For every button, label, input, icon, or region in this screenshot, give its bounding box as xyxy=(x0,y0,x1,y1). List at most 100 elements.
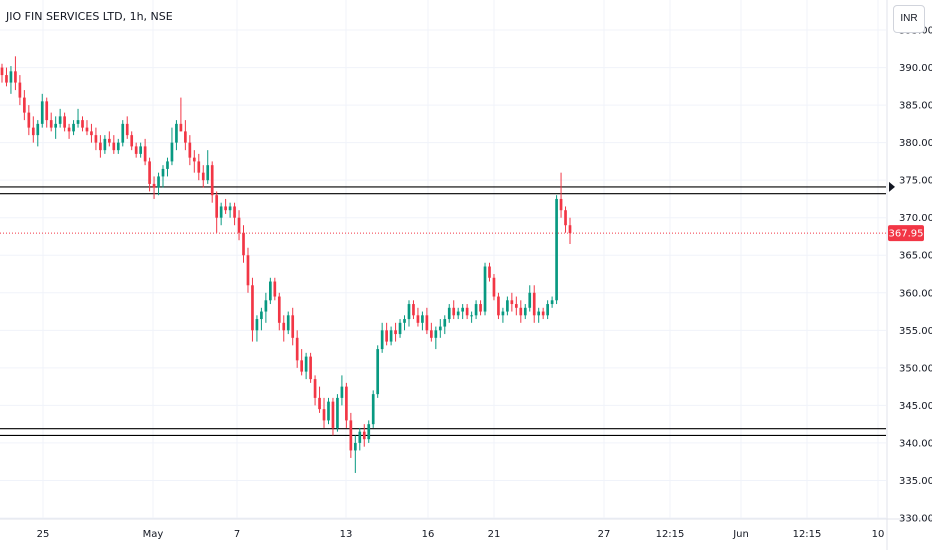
candle-body xyxy=(282,322,286,331)
last-price-text: 367.95 xyxy=(889,229,924,240)
candle xyxy=(559,172,563,218)
candle xyxy=(425,307,429,335)
candle xyxy=(300,349,303,376)
candle xyxy=(273,277,277,301)
candle-body xyxy=(367,424,371,440)
candle-body xyxy=(394,330,397,335)
candle xyxy=(179,97,183,132)
candle-body xyxy=(340,386,344,398)
candle xyxy=(5,67,8,87)
candle xyxy=(403,315,406,331)
candle xyxy=(519,300,523,323)
candle-body xyxy=(112,142,116,151)
candle xyxy=(264,292,268,323)
price-axis[interactable]: 395.00390.00385.00380.00375.00370.00365.… xyxy=(899,26,932,525)
candle-body xyxy=(452,307,456,316)
candle-body xyxy=(206,165,210,181)
candle-body xyxy=(514,304,518,308)
candle xyxy=(0,63,4,83)
time-axis[interactable]: 25 May 7 13 16 21 27 12:15 Jun 12:15 10 xyxy=(37,529,885,540)
candle-body xyxy=(36,123,40,136)
candle-body xyxy=(362,431,366,440)
candle xyxy=(130,131,134,151)
price-tick-label: 390.00 xyxy=(899,63,932,74)
candles xyxy=(0,56,572,473)
candle-body xyxy=(184,131,187,143)
candle xyxy=(166,157,169,177)
candle xyxy=(550,296,554,308)
candle xyxy=(215,191,219,233)
time-tick-label: 12:15 xyxy=(793,529,822,540)
time-tick-label: May xyxy=(143,529,164,540)
candle-body xyxy=(465,307,469,316)
candle xyxy=(452,300,456,320)
candle xyxy=(107,131,111,147)
price-tick-label: 370.00 xyxy=(899,213,932,224)
candle-body xyxy=(412,304,415,316)
candle-body xyxy=(201,172,205,181)
candle xyxy=(237,210,241,241)
candle-body xyxy=(555,198,558,301)
candle-body xyxy=(421,315,424,323)
candle-body xyxy=(532,292,536,316)
candle xyxy=(81,116,84,132)
candle xyxy=(345,382,348,428)
candle xyxy=(121,120,125,147)
candle-body xyxy=(233,206,236,218)
candle-body xyxy=(23,97,26,113)
candle-body xyxy=(385,330,388,342)
candle-body xyxy=(488,266,491,278)
candle-body xyxy=(327,401,330,421)
price-tick-label: 355.00 xyxy=(899,326,932,337)
candle-body xyxy=(425,315,429,331)
candle-body xyxy=(470,315,473,317)
candle xyxy=(233,202,236,226)
candle-body xyxy=(318,397,321,410)
candle-body xyxy=(121,123,125,143)
time-tick-label: 13 xyxy=(340,529,353,540)
candle-body xyxy=(143,146,147,162)
candle-body xyxy=(152,183,156,188)
currency-button[interactable]: INR xyxy=(893,5,925,33)
candle xyxy=(380,322,384,353)
candle xyxy=(362,424,366,447)
candle-body xyxy=(215,195,219,218)
candle-body xyxy=(85,127,89,132)
candle-body xyxy=(456,311,460,316)
candle xyxy=(546,300,549,320)
candle-body xyxy=(49,120,53,128)
candle-body xyxy=(72,123,75,132)
candle-body xyxy=(434,330,438,338)
candle xyxy=(67,123,71,139)
last-price-label: 367.95 xyxy=(888,225,924,242)
candle-body xyxy=(349,420,353,451)
price-tick-label: 365.00 xyxy=(899,251,932,262)
candle-body xyxy=(295,337,299,361)
candle-body xyxy=(58,116,62,124)
candle xyxy=(483,262,487,316)
candle xyxy=(537,307,541,323)
candle-body xyxy=(447,307,451,320)
candle xyxy=(304,352,308,380)
candle-body xyxy=(277,296,281,323)
candle-body xyxy=(94,135,98,143)
candle xyxy=(492,274,496,301)
candle xyxy=(389,326,393,346)
candle-body xyxy=(40,101,44,124)
candle-body xyxy=(568,225,572,234)
candle xyxy=(31,116,35,143)
candle-body xyxy=(188,142,192,158)
candle xyxy=(72,120,75,136)
candle xyxy=(461,304,465,320)
candle xyxy=(45,97,49,128)
candle-body xyxy=(27,112,31,128)
candle xyxy=(371,390,375,428)
candle-body xyxy=(237,217,241,233)
candle xyxy=(514,296,518,316)
last-price-badge xyxy=(888,225,924,242)
time-tick-label: 10 xyxy=(872,529,885,540)
candle-body xyxy=(134,146,138,154)
candle xyxy=(541,307,545,320)
candle-body xyxy=(345,386,348,421)
